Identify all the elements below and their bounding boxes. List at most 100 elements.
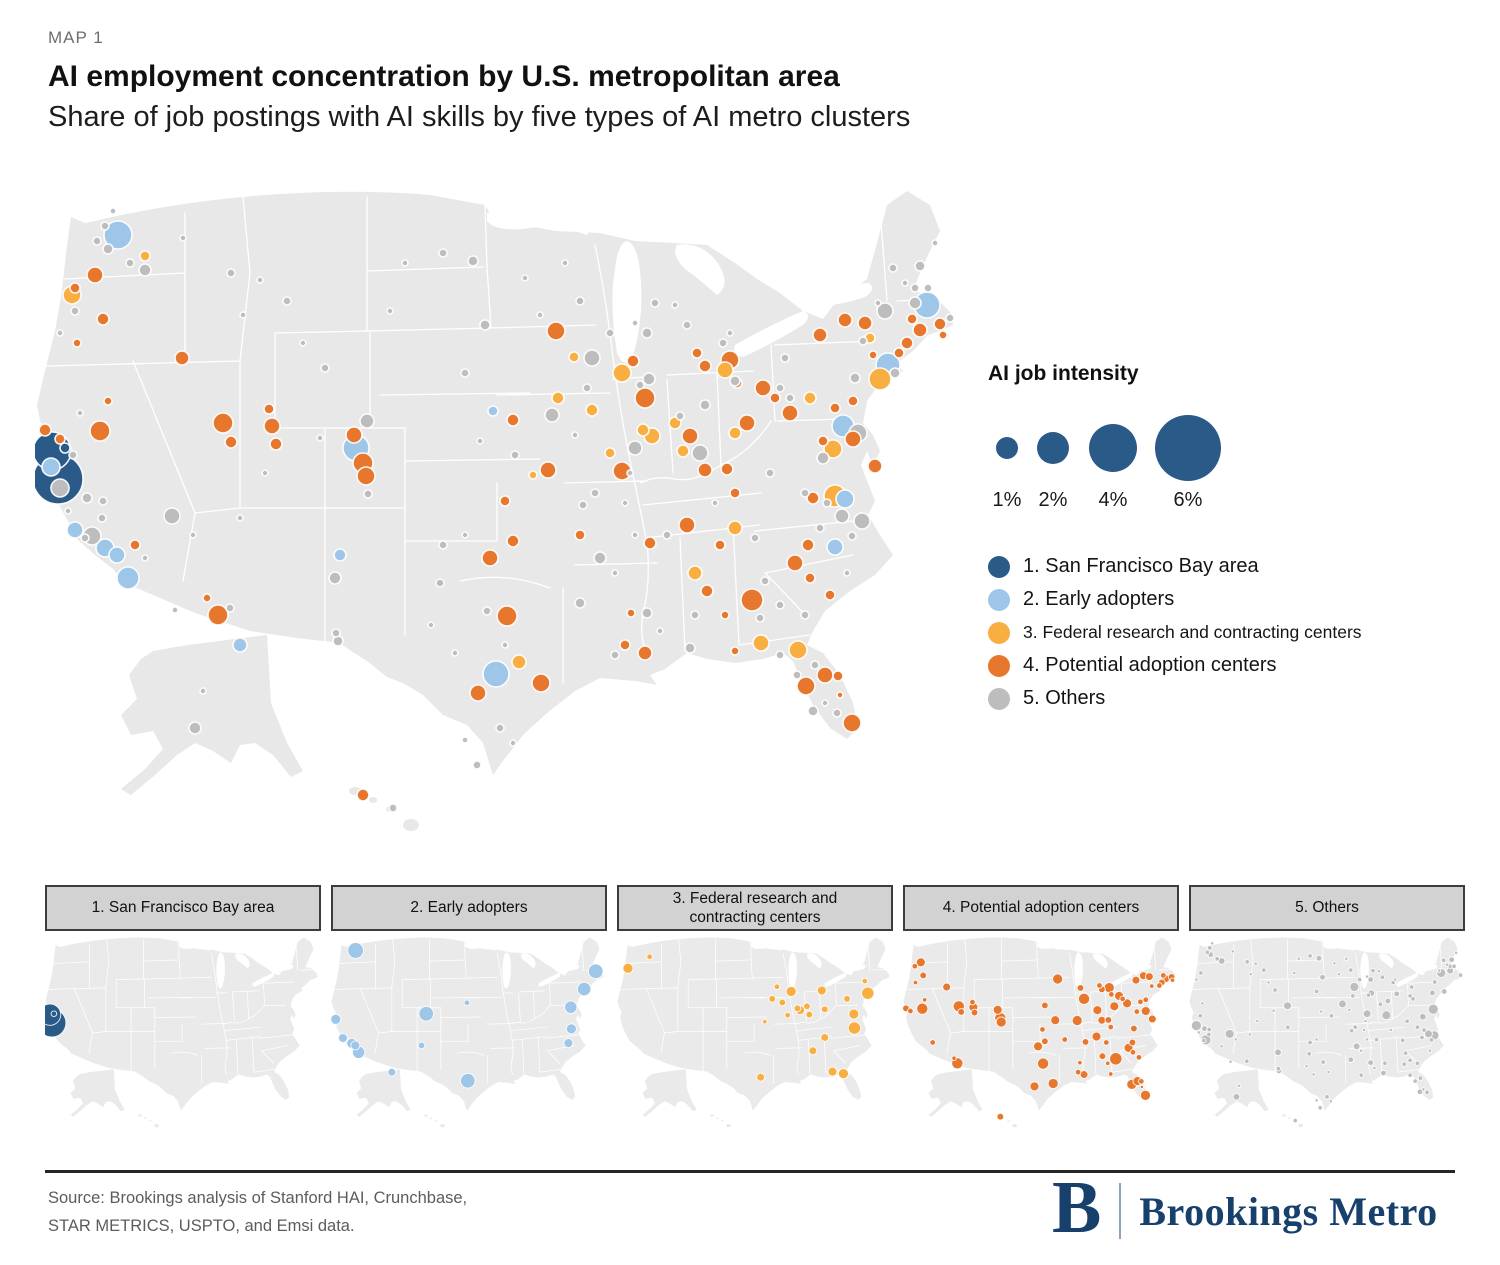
metro-bubble: [1244, 959, 1250, 965]
metro-bubble: [1320, 1059, 1326, 1065]
metro-bubble: [54, 433, 66, 445]
hawaii-island: [716, 1117, 719, 1120]
metro-bubble: [350, 1040, 361, 1051]
metro-bubble: [1076, 984, 1085, 992]
metro-bubble: [1414, 1024, 1421, 1030]
metro-bubble: [232, 637, 248, 653]
size-legend-label: 4%: [1099, 489, 1128, 511]
us-land: [903, 937, 1176, 1111]
metro-bubble: [1344, 956, 1349, 961]
metro-bubble: [1206, 1026, 1212, 1033]
metro-bubble: [837, 312, 853, 328]
metro-bubble: [571, 431, 579, 439]
metro-bubble: [1445, 962, 1450, 967]
metro-bubble: [98, 496, 108, 506]
metro-bubble: [992, 1004, 1003, 1015]
size-legend-label: 2%: [1039, 489, 1068, 511]
metro-bubble: [760, 576, 770, 586]
metro-bubble: [832, 670, 844, 682]
metro-bubble: [100, 221, 110, 231]
metro-bubble: [1248, 972, 1253, 977]
metro-bubble: [1332, 961, 1337, 966]
hawaii-island: [726, 1123, 731, 1128]
metro-bubble: [1324, 1094, 1330, 1100]
metro-bubble: [1314, 1037, 1319, 1042]
legend-category-dot: [988, 654, 1010, 677]
metro-bubble: [1206, 1031, 1212, 1038]
great-lake: [1110, 973, 1133, 987]
legend-category-row: 5. Others: [988, 682, 1488, 715]
metro-bubble: [418, 1005, 435, 1022]
metro-bubble: [68, 450, 78, 460]
metro-bubble: [171, 606, 179, 614]
brookings-b-logomark: B: [1052, 1167, 1102, 1249]
metro-bubble: [1348, 967, 1354, 973]
legend-category-label: 2. Early adopters: [1023, 588, 1175, 610]
metro-bubble: [1416, 1088, 1424, 1096]
panel-early-adopters: 2. Early adopters: [330, 885, 607, 1131]
great-lake: [1037, 941, 1068, 951]
panel-header: 3. Federal research and contracting cent…: [617, 885, 893, 931]
metro-bubble: [435, 578, 445, 588]
alaska-land: [70, 1069, 125, 1117]
metro-bubble: [847, 1021, 862, 1035]
metro-bubble: [125, 258, 135, 268]
metro-bubble: [546, 321, 566, 341]
metro-bubble: [868, 350, 878, 360]
metro-bubble: [1214, 956, 1220, 962]
metro-bubble: [89, 420, 111, 442]
metro-bubble: [726, 329, 734, 337]
metro-bubble: [888, 263, 898, 273]
metro-bubble: [730, 646, 740, 656]
metro-bubble: [1314, 1098, 1319, 1103]
panel-others: 5. Others: [1189, 885, 1465, 1131]
metro-bubble: [1313, 988, 1320, 995]
metro-bubble: [86, 266, 104, 284]
metro-bubble: [103, 220, 133, 250]
metro-bubble: [641, 327, 653, 339]
metro-bubble: [1261, 967, 1267, 973]
us-bubble-map: [32, 183, 965, 843]
panel-map-san-francisco: [37, 935, 321, 1131]
metro-bubble: [729, 375, 741, 387]
metro-bubble: [1428, 1037, 1435, 1043]
metro-bubble: [80, 533, 90, 543]
state-borders: [334, 938, 603, 1084]
metro-bubble: [66, 521, 84, 539]
metro-bubble: [1440, 988, 1448, 995]
metro-bubble: [316, 434, 324, 442]
metro-bubble: [583, 349, 601, 367]
metro-bubble: [1377, 1001, 1384, 1007]
metro-bubble: [189, 531, 197, 539]
map-number-label: MAP 1: [48, 28, 104, 47]
metro-bubble: [933, 317, 947, 331]
metro-bubble: [451, 649, 459, 657]
great-lake: [234, 953, 250, 969]
metro-bubble: [718, 338, 728, 348]
state-borders: [46, 196, 948, 684]
category-legend: 1. San Francisco Bay area 2. Early adopte…: [988, 550, 1488, 715]
metro-bubble: [822, 498, 832, 508]
metro-bubble: [1091, 1031, 1102, 1042]
metro-bubble: [1036, 1057, 1050, 1070]
great-lake: [819, 283, 873, 305]
metro-bubble: [50, 478, 70, 498]
panel-header: 2. Early adopters: [331, 885, 607, 931]
metro-bubble: [96, 312, 110, 326]
metro-bubble: [1207, 945, 1213, 951]
metro-bubble: [1033, 1041, 1043, 1052]
metro-bubble: [729, 487, 741, 499]
great-lake: [538, 973, 561, 987]
metro-bubble: [1315, 954, 1323, 962]
metro-bubble: [72, 338, 82, 348]
great-lake: [487, 204, 590, 235]
metro-bubble: [682, 320, 692, 330]
metro-bubble: [849, 372, 861, 384]
metro-bubble: [1137, 998, 1144, 1006]
metro-bubble: [803, 1002, 811, 1011]
hawaii-island: [710, 1114, 714, 1117]
hawaii-island: [435, 1119, 438, 1122]
great-lake: [734, 311, 808, 357]
great-lake: [824, 973, 847, 987]
metro-bubble: [684, 642, 696, 654]
